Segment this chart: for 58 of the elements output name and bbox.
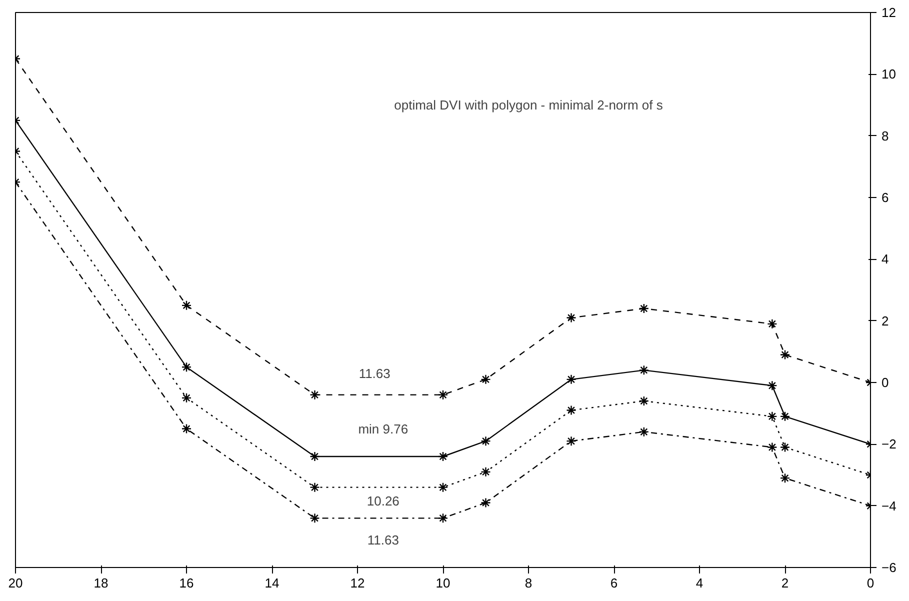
point [566, 374, 576, 385]
point [566, 436, 576, 446]
y-tick-label: 6 [882, 190, 889, 205]
x-tick-label: 20 [8, 576, 23, 590]
point [566, 312, 576, 323]
point [780, 472, 790, 484]
x-tick-label: 16 [179, 576, 194, 590]
annotation: 11.63 [367, 532, 399, 548]
point [638, 303, 650, 314]
y-tick-label: 8 [882, 128, 889, 144]
point [181, 300, 192, 311]
x-tick-label: 18 [94, 576, 108, 590]
y-tick-label: −6 [882, 560, 896, 575]
annotation: 11.63 [358, 366, 390, 381]
y-tick-label: 2 [882, 313, 889, 328]
x-tick-label: 10 [436, 576, 450, 590]
annotation: min 9.76 [358, 421, 408, 436]
point [767, 442, 778, 452]
point [480, 498, 491, 508]
point [310, 390, 320, 400]
annotation: optimal DVI with polygon - minimal 2-norm of s [394, 97, 664, 112]
x-tick-label: 6 [610, 576, 618, 590]
y-tick-label: −4 [882, 498, 896, 514]
point [767, 411, 778, 422]
x-tick-label: 12 [350, 576, 365, 590]
x-tick-label: 0 [866, 576, 874, 590]
point [480, 466, 491, 478]
x-tick-label: 4 [696, 576, 704, 590]
x-tick-label: 14 [264, 576, 280, 590]
point [310, 482, 320, 492]
point [181, 392, 192, 404]
point [566, 405, 576, 416]
y-tick-label: 10 [882, 66, 896, 82]
y-tick-label: 0 [882, 375, 889, 390]
point [310, 513, 320, 524]
point [438, 482, 448, 492]
point [310, 451, 320, 462]
annotation: 10.26 [366, 493, 400, 508]
point [638, 396, 650, 406]
point [480, 436, 491, 446]
point [480, 374, 491, 385]
point [181, 424, 192, 434]
x-tick-label: 8 [524, 576, 532, 590]
y-tick-label: 4 [882, 252, 889, 267]
y-tick-label: 12 [882, 5, 896, 20]
y-tick-label: −2 [882, 436, 896, 452]
point [438, 513, 448, 524]
point [780, 442, 790, 452]
point [780, 411, 790, 422]
point [780, 350, 790, 360]
point [767, 380, 778, 391]
point [181, 362, 192, 372]
point [438, 390, 448, 400]
x-tick-label: 2 [781, 576, 789, 590]
point [638, 426, 650, 437]
point [767, 318, 778, 330]
point [438, 451, 448, 462]
point [638, 365, 650, 376]
